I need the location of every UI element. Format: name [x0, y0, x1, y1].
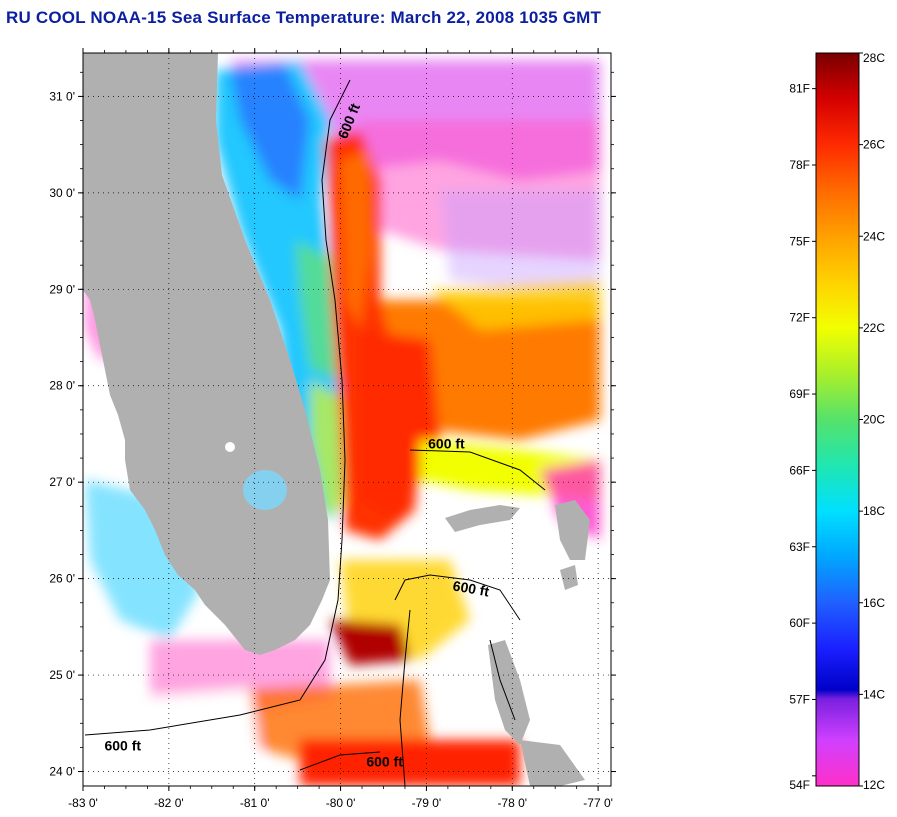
contour-label-600ft: 600 ft: [452, 577, 491, 599]
lat-tick-label: 30 0': [49, 186, 75, 200]
contour-label-600ft: 600 ft: [428, 435, 465, 451]
lon-tick-label: -81 0': [240, 796, 270, 810]
colorbar-celsius-label: 26C: [863, 138, 885, 152]
colorbar-celsius-label: 18C: [863, 504, 885, 518]
lon-tick-label: -77 0': [583, 796, 613, 810]
grand-bahama-land: [445, 505, 520, 532]
isobath-600ft: [84, 79, 546, 786]
colorbar-celsius-label: 22C: [863, 321, 885, 335]
colorbar-fahrenheit-label: 72F: [789, 311, 810, 325]
contour-label-600ft: 600 ft: [366, 754, 403, 770]
lat-tick-label: 31 0': [49, 89, 75, 103]
lon-tick-label: -79 0': [412, 796, 442, 810]
page-title: RU COOL NOAA-15 Sea Surface Temperature:…: [6, 8, 602, 27]
colorbar-celsius-label: 28C: [863, 51, 885, 65]
lon-tick-label: -82 0': [154, 796, 184, 810]
map-frame: [82, 52, 612, 787]
colorbar-celsius-label: 20C: [863, 413, 885, 427]
lat-tick-label: 28 0': [49, 379, 75, 393]
colorbar-gradient: [815, 52, 860, 787]
lon-tick-label: -78 0': [497, 796, 527, 810]
colorbar-fahrenheit-label: 81F: [789, 82, 810, 96]
contour-label-600ft: 600 ft: [104, 737, 141, 753]
colorbar-fahrenheit-label: 66F: [789, 463, 810, 477]
lat-tick-label: 29 0': [49, 282, 75, 296]
abaco-land: [555, 500, 590, 560]
cuba-land: [520, 740, 585, 786]
colorbar-fahrenheit-labels: 81F 78F 75F 72F 69F 66F 63F 60F 57F 54F: [789, 82, 816, 792]
colorbar-fahrenheit-label: 63F: [789, 540, 810, 554]
graticule-grid: [83, 53, 611, 786]
lat-tick-label: 25 0': [49, 668, 75, 682]
lat-tick-label: 24 0': [49, 765, 75, 779]
colorbar-celsius-label: 12C: [863, 778, 885, 792]
colorbar-celsius-label: 24C: [863, 229, 885, 243]
andros-land: [488, 640, 530, 745]
colorbar: 28C 26C 24C 22C 20C 18C 16C 14C 12C 81F 78F 75F 72F…: [789, 51, 885, 792]
lat-tick-label: 26 0': [49, 572, 75, 586]
colorbar-celsius-labels: 28C 26C 24C 22C 20C 18C 16C 14C 12C: [859, 51, 885, 792]
colorbar-fahrenheit-label: 60F: [789, 616, 810, 630]
colorbar-fahrenheit-label: 54F: [789, 778, 810, 792]
colorbar-celsius-label: 16C: [863, 596, 885, 610]
longitude-axis: -83 0' -82 0' -81 0' -80 0' -79 0' -78 0' -77 …: [68, 48, 613, 810]
lon-tick-label: -80 0': [326, 796, 356, 810]
colorbar-fahrenheit-label: 69F: [789, 387, 810, 401]
colorbar-fahrenheit-label: 78F: [789, 158, 810, 172]
latitude-axis: 31 0' 30 0' 29 0' 28 0' 27 0' 26 0' 25 0' 24 0': [49, 71, 616, 779]
colorbar-celsius-label: 14C: [863, 687, 885, 701]
lon-tick-label: -83 0': [68, 796, 98, 810]
lake-okeechobee: [243, 470, 287, 510]
colorbar-fahrenheit-label: 75F: [789, 234, 810, 248]
lat-tick-label: 27 0': [49, 475, 75, 489]
inland-lake: [225, 442, 235, 452]
colorbar-fahrenheit-label: 57F: [789, 692, 810, 706]
eleuthera-land: [560, 565, 578, 590]
